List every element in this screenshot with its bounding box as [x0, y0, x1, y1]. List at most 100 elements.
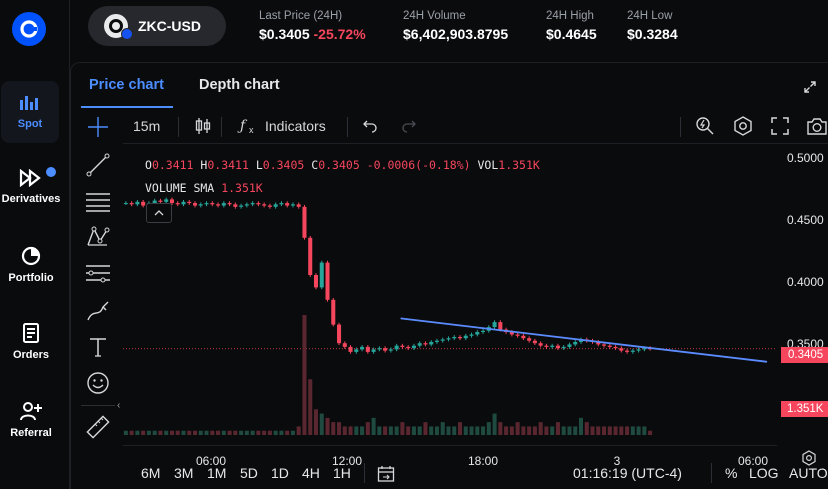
volume-bar [123, 430, 128, 435]
redo-icon[interactable] [402, 119, 416, 133]
volume-bar [648, 430, 653, 435]
volume-bar [515, 422, 520, 435]
volume-bar [267, 430, 272, 435]
close-value: 0.3405 [318, 158, 360, 172]
sma-key: VOLUME SMA [145, 181, 215, 195]
left-nav: Spot Derivatives Portfolio Orders Referr… [0, 0, 70, 489]
volume-tag: 1.351K [781, 401, 828, 417]
undo-icon[interactable] [363, 119, 377, 133]
nav-item-spot[interactable]: Spot [1, 81, 59, 143]
candle-body [388, 349, 393, 351]
range-4h[interactable]: 4H [302, 465, 320, 481]
price-axis[interactable]: 0.5000 0.4500 0.4000 0.3500 0.3405 1.351… [777, 145, 828, 445]
volume-bar [521, 426, 526, 435]
candle-body [613, 346, 618, 349]
candle-body [216, 204, 221, 206]
collapse-toolbar-arrow[interactable]: ‹ [117, 400, 121, 411]
fast-forward-icon [19, 169, 41, 187]
percent-scale-toggle[interactable]: % [725, 465, 738, 481]
candle-body [538, 343, 543, 346]
candle-body [434, 340, 439, 342]
fullscreen-icon[interactable] [771, 117, 789, 135]
volume-bar [377, 426, 382, 435]
nav-item-derivatives[interactable]: Derivatives [0, 156, 62, 218]
crosshair-icon[interactable] [85, 114, 111, 140]
horizontal-lines-icon[interactable] [85, 188, 111, 214]
text-tool-icon[interactable] [85, 334, 111, 360]
candle-body [342, 343, 347, 347]
range-1d[interactable]: 1D [271, 465, 289, 481]
volume-bar [509, 426, 514, 435]
settings-icon[interactable] [733, 116, 753, 136]
axis-settings-icon[interactable] [801, 450, 817, 466]
stat-low: 24H Low $0.3284 [627, 10, 678, 42]
volume-sma-legend: VOLUME SMA 1.351K [145, 181, 263, 195]
candle-body [158, 200, 163, 202]
candle-body [325, 262, 330, 300]
timezone-clock[interactable]: 01:16:19 (UTC-4) [573, 465, 682, 481]
last-price-tag: 0.3405 [781, 347, 828, 363]
volume-bar [504, 426, 509, 435]
stat-label: 24H Volume [403, 10, 466, 22]
tab-price-chart[interactable]: Price chart [89, 77, 164, 93]
candle-body [475, 332, 480, 335]
volume-bar [394, 426, 399, 435]
range-1m[interactable]: 1M [207, 465, 227, 481]
candle-body [527, 338, 532, 341]
candle-body [636, 349, 641, 351]
candle-body [181, 201, 186, 205]
price-chart-canvas[interactable] [123, 145, 777, 445]
candle-body [256, 203, 261, 205]
tab-depth-chart[interactable]: Depth chart [199, 77, 280, 93]
volume-bar [256, 430, 261, 435]
indicators-button[interactable]: Indicators [265, 118, 326, 134]
candle-body [555, 345, 560, 349]
brush-icon[interactable] [85, 298, 111, 324]
nav-item-orders[interactable]: Orders [0, 311, 62, 373]
candle-body [192, 203, 198, 206]
candlestick-type-icon[interactable] [195, 117, 211, 135]
camera-icon[interactable] [806, 116, 828, 136]
pair-selector-button[interactable]: ZKC-USD [88, 6, 226, 46]
candle-body [521, 335, 526, 339]
coinbase-logo[interactable] [12, 12, 46, 46]
volume-bar [498, 422, 503, 435]
range-6m[interactable]: 6M [141, 465, 161, 481]
volume-bar [463, 426, 468, 435]
candle-body [550, 345, 555, 347]
candle-body [492, 322, 497, 328]
range-3m[interactable]: 3M [174, 465, 194, 481]
emoji-icon[interactable] [85, 370, 111, 396]
time-axis[interactable]: 06:00 12:00 18:00 3 06:00 [123, 445, 816, 475]
legend-collapse-button[interactable] [146, 203, 172, 223]
nav-label: Spot [17, 118, 43, 130]
auto-scale-toggle[interactable]: AUTO [789, 465, 828, 481]
quick-search-icon[interactable] [695, 116, 715, 136]
volume-bar [285, 430, 290, 435]
last-price-value: $0.3405 [259, 26, 310, 42]
nav-item-referral[interactable]: Referral [0, 389, 62, 451]
chart-toolbar: 15m ƒ x Indicators [123, 108, 828, 144]
expand-icon[interactable] [804, 81, 816, 93]
ruler-icon[interactable] [85, 414, 111, 440]
volume-bar [613, 426, 618, 435]
log-scale-toggle[interactable]: LOG [749, 465, 779, 481]
fib-levels-icon[interactable] [85, 260, 111, 286]
candle-body [319, 262, 324, 288]
range-1h[interactable]: 1H [333, 465, 351, 481]
candle-body [481, 330, 486, 333]
calendar-range-icon[interactable] [377, 465, 395, 483]
pattern-icon[interactable] [85, 224, 111, 250]
high-value: 0.3411 [207, 158, 249, 172]
stat-high: 24H High $0.4645 [546, 10, 597, 42]
trend-line-icon[interactable] [85, 152, 111, 178]
divider [680, 117, 681, 137]
volume-bar [429, 426, 434, 435]
candle-body [383, 348, 388, 351]
volume-bar [406, 426, 411, 435]
range-5d[interactable]: 5D [240, 465, 258, 481]
interval-button[interactable]: 15m [133, 118, 161, 134]
candle-body [509, 332, 514, 335]
volume-bar [279, 430, 284, 435]
nav-item-portfolio[interactable]: Portfolio [0, 234, 62, 296]
